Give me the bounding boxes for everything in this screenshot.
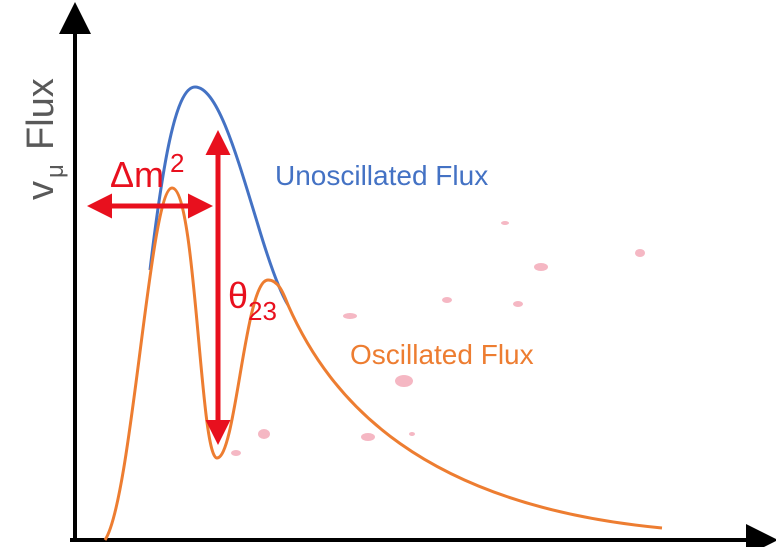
y-label-symbol: v: [20, 181, 62, 200]
theta-subscript: 23: [248, 296, 277, 326]
y-axis-label: v μ Flux: [20, 78, 69, 200]
delta-m-symbol: Δm: [110, 154, 164, 195]
y-label-text: Flux: [20, 78, 62, 150]
theta-label: θ 23: [228, 275, 277, 326]
unoscillated-label: Unoscillated Flux: [275, 160, 488, 191]
theta-symbol: θ: [228, 275, 248, 316]
oscillated-label: Oscillated Flux: [350, 339, 534, 370]
diagram: v μ Flux Δm 2 θ 23 Unoscillated Flux Osc…: [0, 0, 776, 547]
y-label-subscript: μ: [42, 164, 69, 178]
delta-m-superscript: 2: [170, 148, 184, 178]
